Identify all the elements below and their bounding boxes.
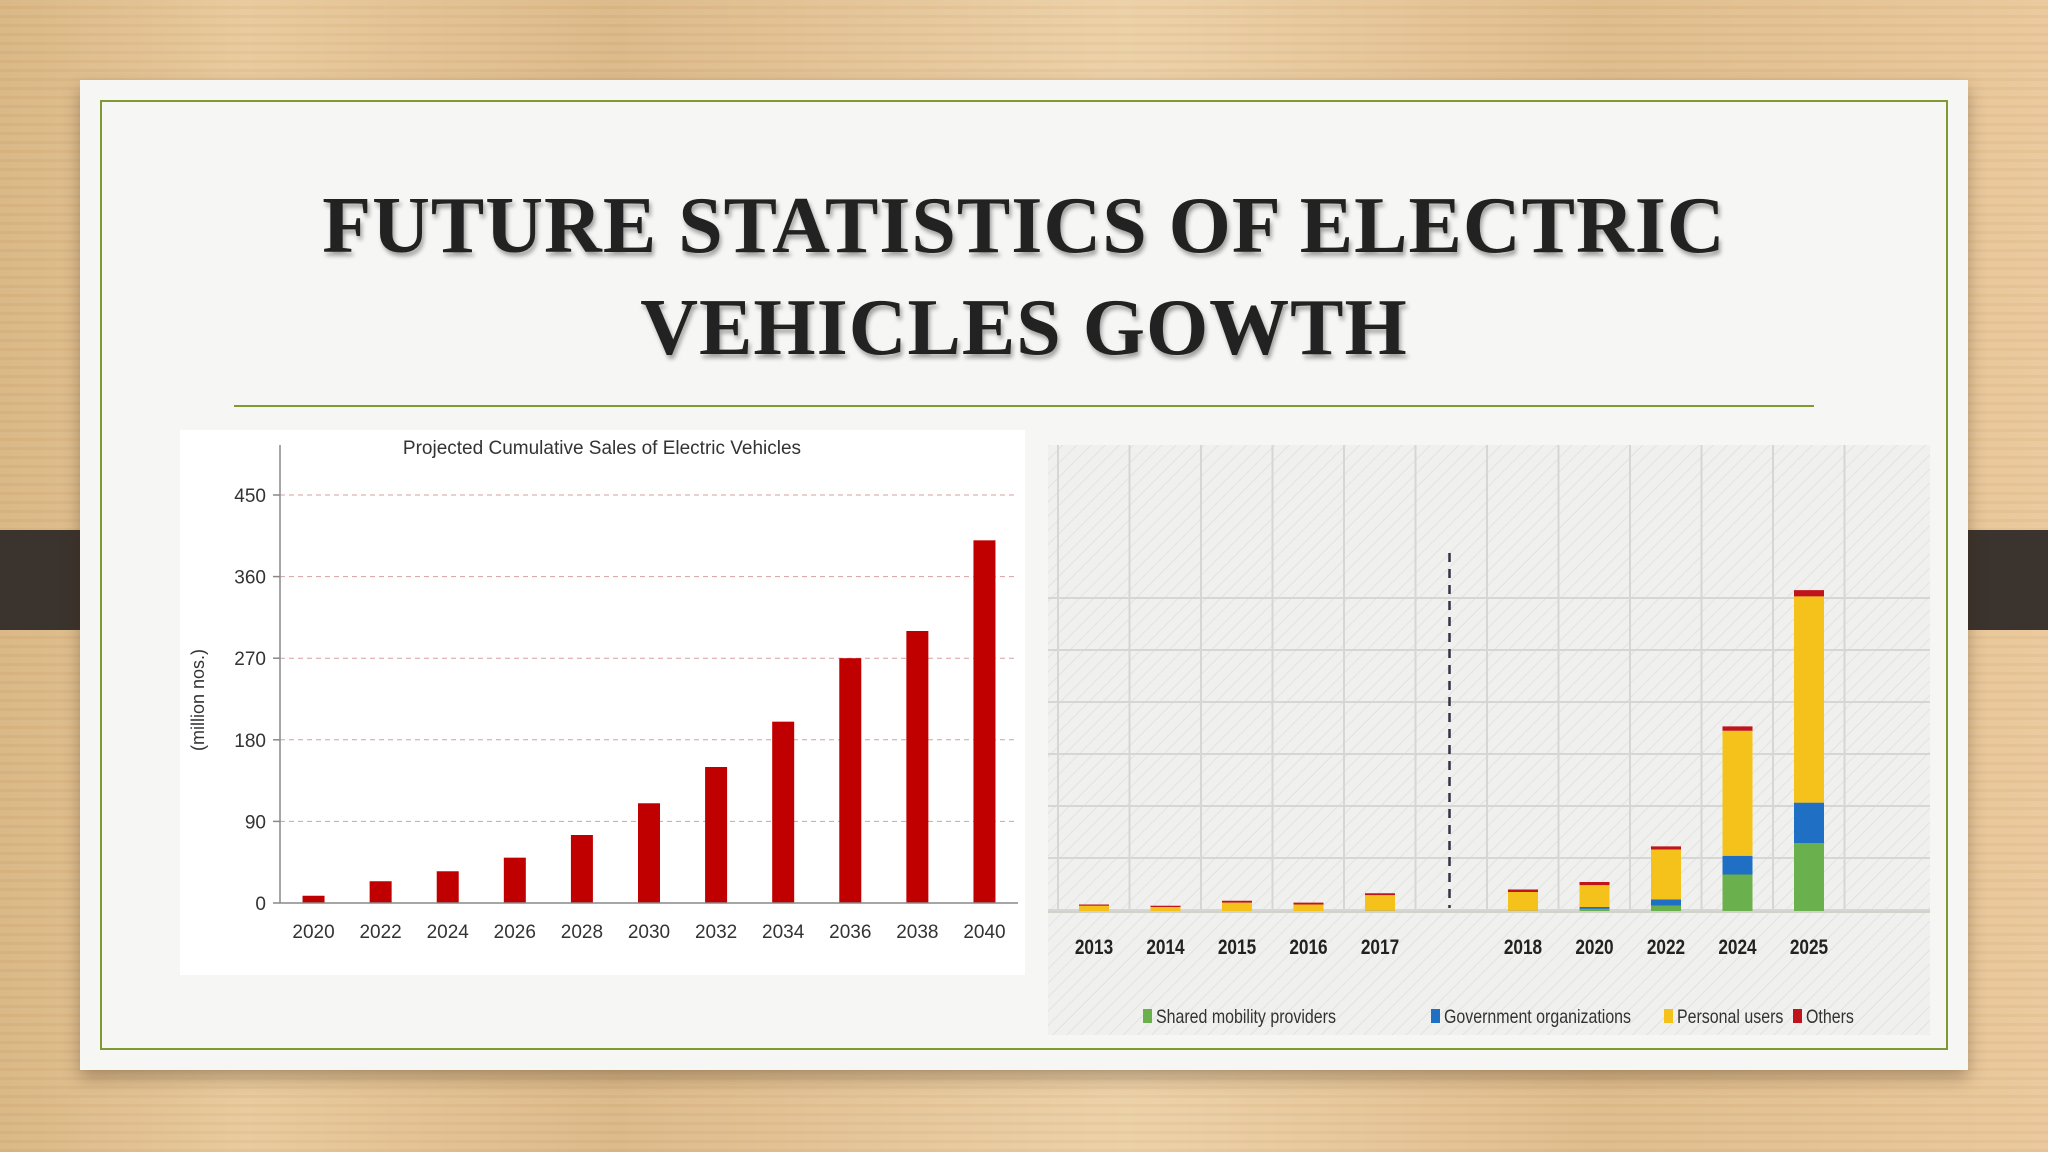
chart1-y-axis-label: (million nos.) (188, 649, 208, 751)
chart1-bar (638, 803, 660, 903)
chart2-bar-segment (1365, 895, 1395, 911)
chart1-y-tick-label: 180 (234, 731, 266, 752)
chart2-x-tick-label: 2013 (1075, 937, 1113, 960)
slide-frame (100, 100, 1948, 1050)
chart2-bar-segment (1293, 904, 1324, 912)
cumulative-sales-svg: Projected Cumulative Sales of Electric V… (188, 438, 1018, 943)
chart2-bar-segment (1508, 892, 1538, 911)
chart2-bar-segment (1079, 904, 1109, 906)
chart1-bar (436, 871, 459, 903)
chart1-x-tick-label: 2030 (628, 922, 670, 943)
chart1-bar (772, 721, 795, 903)
slide-title-line-1: FUTURE STATISTICS OF ELECTRIC (322, 182, 1726, 270)
chart2-bar-segment (1222, 902, 1252, 912)
chart2-bar-segment (1579, 907, 1610, 909)
chart1-x-tick-label: 2032 (695, 922, 737, 943)
chart2-x-tick-label: 2025 (1790, 937, 1829, 960)
chart2-x-tick-label: 2020 (1575, 937, 1613, 960)
chart1-x-tick-label: 2028 (561, 922, 603, 943)
chart1-bar (839, 658, 862, 903)
cumulative-sales-chart: Projected Cumulative Sales of Electric V… (180, 430, 1025, 975)
chart2-x-tick-label: 2015 (1218, 937, 1257, 960)
chart1-bar (369, 881, 392, 903)
chart2-bar-segment (1722, 726, 1753, 731)
chart2-bar-segment (1508, 889, 1538, 892)
chart2-bar-segment (1579, 885, 1610, 907)
chart1-bar (705, 767, 728, 903)
chart2-bar-segment (1651, 899, 1681, 906)
chart2-background (1048, 445, 1930, 1035)
chart2-legend-label: Shared mobility providers (1156, 1006, 1336, 1028)
chart1-x-tick-label: 2040 (963, 922, 1005, 943)
chart2-legend-swatch (1431, 1009, 1440, 1023)
chart1-y-tick-label: 90 (245, 812, 266, 833)
chart2-bar-segment (1794, 590, 1824, 597)
chart1-y-tick-label: 270 (234, 649, 266, 670)
chart2-bar-segment (1222, 900, 1252, 903)
ev-segment-chart: 2013 2014 2015 2016 2017 2018 2020 2022 2024 2025… (1048, 445, 1930, 1035)
chart2-legend-label: Others (1806, 1006, 1854, 1028)
ev-segment-svg: 2013 2014 2015 2016 2017 2018 2020 2022 2024 2025… (1048, 445, 1930, 1035)
chart1-bar (302, 895, 325, 903)
chart2-bar-segment (1079, 905, 1109, 912)
chart2-bar-segment (1794, 596, 1824, 803)
chart2-bar-segment (1150, 907, 1181, 912)
chart2-x-tick-label: 2014 (1146, 937, 1185, 960)
chart2-x-tick-label: 2018 (1504, 937, 1543, 960)
chart2-bar-segment (1579, 882, 1610, 886)
chart1-y-tick-label: 0 (255, 894, 266, 915)
chart1-bar (503, 857, 526, 903)
chart1-bar (973, 540, 996, 903)
chart2-bar-segment (1651, 846, 1681, 850)
chart2-bar-segment (1579, 908, 1610, 912)
chart2-legend-swatch (1143, 1009, 1152, 1023)
chart1-y-tick-label: 360 (234, 568, 266, 589)
chart2-bar-segment (1722, 730, 1753, 856)
chart1-x-tick-label: 2020 (292, 922, 334, 943)
chart2-x-tick-label: 2017 (1361, 937, 1399, 960)
chart2-bar-segment (1651, 905, 1681, 912)
chart2-x-tick-label: 2022 (1647, 937, 1685, 960)
slide-title: FUTURE STATISTICS OF ELECTRIC VEHICLES G… (80, 175, 1968, 379)
chart1-x-tick-label: 2034 (762, 922, 805, 943)
chart1-bar (906, 631, 929, 903)
chart1-title: Projected Cumulative Sales of Electric V… (403, 438, 801, 459)
chart2-legend-label: Personal users (1677, 1006, 1784, 1028)
chart2-bar-segment (1794, 843, 1824, 912)
chart1-x-tick-label: 2026 (494, 922, 536, 943)
chart1-x-tick-label: 2022 (359, 922, 401, 943)
chart2-legend-swatch (1664, 1009, 1673, 1023)
slide-title-line-2: VEHICLES GOWTH (640, 284, 1408, 372)
title-divider (234, 405, 1814, 407)
chart1-bar (570, 835, 593, 903)
slide: FUTURE STATISTICS OF ELECTRIC VEHICLES G… (80, 80, 1968, 1070)
chart1-x-tick-label: 2024 (427, 922, 470, 943)
chart2-bar-segment (1293, 902, 1324, 905)
chart2-bar-segment (1722, 874, 1753, 912)
chart2-x-tick-label: 2016 (1289, 937, 1327, 960)
chart2-x-tick-label: 2024 (1718, 937, 1757, 960)
chart1-x-tick-label: 2036 (829, 922, 871, 943)
chart1-x-tick-label: 2038 (896, 922, 938, 943)
chart1-y-tick-label: 450 (234, 486, 266, 507)
chart2-bar-segment (1365, 893, 1395, 896)
chart2-bar-segment (1150, 905, 1181, 907)
chart2-bar-segment (1794, 802, 1824, 844)
chart2-bar-segment (1651, 849, 1681, 900)
chart2-bar-segment (1722, 855, 1753, 875)
chart2-legend-label: Government organizations (1444, 1006, 1631, 1028)
chart2-legend-swatch (1793, 1009, 1802, 1023)
